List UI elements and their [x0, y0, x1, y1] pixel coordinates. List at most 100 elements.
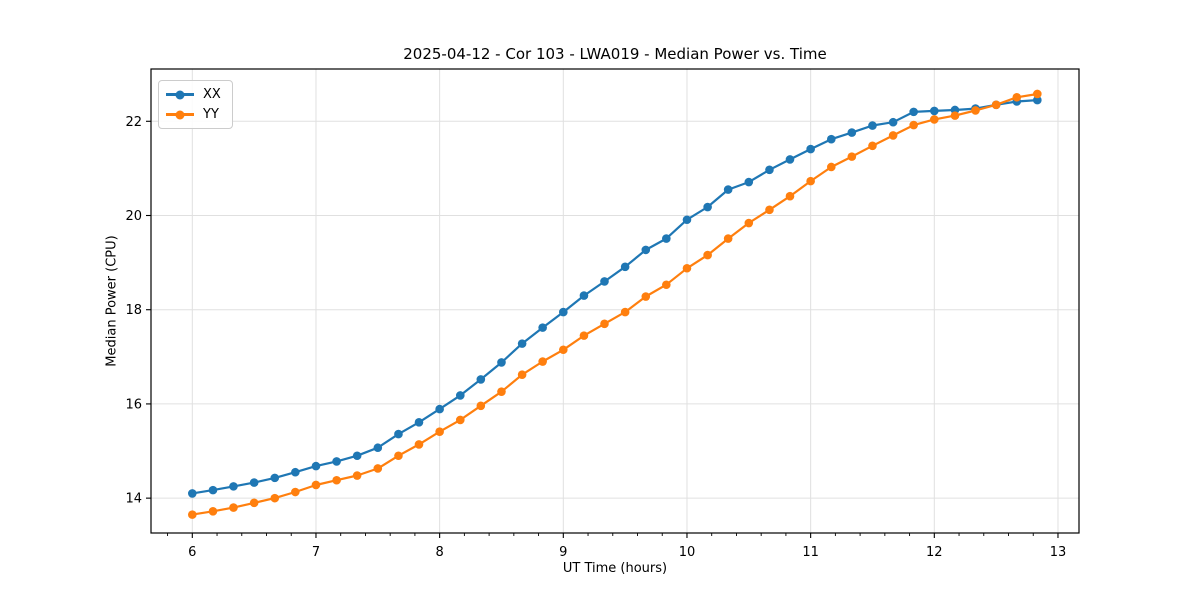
data-point-yy	[765, 205, 774, 215]
data-point-yy	[641, 292, 651, 301]
data-point-yy	[311, 480, 321, 490]
series-yy-points	[188, 89, 1042, 519]
data-point-yy	[868, 141, 877, 151]
data-point-yy	[538, 357, 547, 366]
data-point-xx	[847, 128, 857, 137]
data-point-xx	[559, 307, 568, 317]
plot-border	[150, 68, 1080, 534]
data-point-xx	[723, 185, 733, 194]
data-point-xx	[888, 117, 898, 127]
data-point-yy	[744, 218, 754, 228]
data-point-yy	[208, 507, 218, 516]
data-point-yy	[950, 111, 960, 120]
data-point-xx	[703, 202, 712, 212]
data-point-xx	[394, 429, 403, 439]
data-point-xx	[497, 358, 506, 367]
data-point-yy	[600, 319, 609, 329]
data-point-yy	[888, 131, 898, 140]
data-point-xx	[662, 234, 671, 243]
x-tick-label: 12	[926, 545, 943, 560]
data-point-xx	[806, 144, 815, 154]
data-point-yy	[806, 176, 815, 186]
legend-item-yy: YY	[166, 106, 221, 123]
y-tick-label: 18	[125, 303, 142, 318]
data-point-xx	[930, 106, 939, 116]
legend-label-xx: XX	[203, 87, 221, 102]
data-point-yy	[517, 370, 527, 380]
y-tick-label: 20	[125, 209, 142, 224]
data-point-yy	[826, 162, 836, 172]
data-point-yy	[723, 234, 733, 243]
data-point-yy	[435, 427, 444, 437]
data-point-yy	[1012, 92, 1022, 102]
data-point-xx	[826, 134, 836, 144]
data-point-xx	[1033, 95, 1042, 105]
data-point-yy	[662, 280, 671, 290]
data-point-xx	[414, 417, 424, 427]
data-point-xx	[538, 323, 547, 332]
data-point-xx	[517, 339, 527, 348]
data-point-yy	[1033, 89, 1042, 99]
data-point-yy	[703, 250, 712, 260]
series-xx-line	[192, 99, 1038, 495]
data-point-xx	[641, 245, 651, 255]
data-point-yy	[291, 487, 300, 497]
data-point-xx	[909, 107, 918, 117]
data-point-yy	[352, 471, 362, 480]
data-point-xx	[579, 291, 589, 300]
x-tick-label: 13	[1050, 545, 1067, 560]
y-axis-label: Median Power (CPU)	[104, 235, 120, 367]
data-point-yy	[682, 263, 692, 273]
x-tick-label: 11	[802, 545, 819, 560]
data-point-yy	[497, 387, 506, 396]
y-tick-label: 22	[125, 115, 142, 130]
data-point-xx	[311, 461, 321, 471]
data-point-xx	[765, 165, 774, 175]
data-point-yy	[785, 191, 795, 201]
data-point-yy	[909, 120, 918, 130]
data-point-yy	[971, 106, 980, 115]
legend-line-marker-icon	[166, 110, 194, 119]
legend-line-marker-icon	[166, 90, 194, 99]
data-point-yy	[270, 493, 280, 503]
data-point-yy	[332, 475, 341, 485]
data-point-xx	[785, 155, 795, 164]
data-point-xx	[270, 473, 280, 483]
data-point-xx	[373, 443, 383, 453]
data-point-yy	[476, 401, 486, 411]
legend: XX YY	[158, 80, 233, 129]
series-yy-line	[192, 92, 1038, 516]
data-point-xx	[291, 467, 300, 477]
grid-lines	[151, 69, 1079, 533]
data-point-yy	[455, 415, 465, 425]
data-point-yy	[414, 440, 424, 449]
legend-label-yy: YY	[203, 107, 219, 122]
data-point-xx	[229, 482, 238, 491]
data-point-xx	[352, 451, 362, 461]
data-point-xx	[208, 485, 218, 495]
data-point-yy	[579, 331, 589, 340]
data-point-xx	[188, 489, 197, 498]
x-tick-label: 9	[559, 545, 567, 560]
x-tick-label: 8	[435, 545, 443, 560]
data-point-yy	[188, 510, 197, 519]
axes: 6 7 8 9 10 11 12 13 14 16 18 20 22	[125, 115, 1066, 560]
data-point-xx	[682, 215, 692, 225]
data-point-xx	[476, 375, 486, 384]
data-point-yy	[229, 503, 238, 512]
legend-item-xx: XX	[166, 86, 221, 103]
x-tick-label: 10	[679, 545, 696, 560]
data-point-yy	[930, 115, 939, 124]
data-point-xx	[868, 121, 877, 130]
data-point-xx	[620, 262, 630, 272]
data-point-yy	[847, 152, 857, 161]
data-point-xx	[332, 457, 341, 466]
x-tick-label: 7	[312, 545, 320, 560]
data-point-yy	[394, 451, 403, 461]
x-tick-label: 6	[188, 545, 196, 560]
data-point-yy	[991, 100, 1001, 110]
y-tick-label: 16	[125, 397, 142, 412]
data-point-yy	[373, 464, 383, 473]
